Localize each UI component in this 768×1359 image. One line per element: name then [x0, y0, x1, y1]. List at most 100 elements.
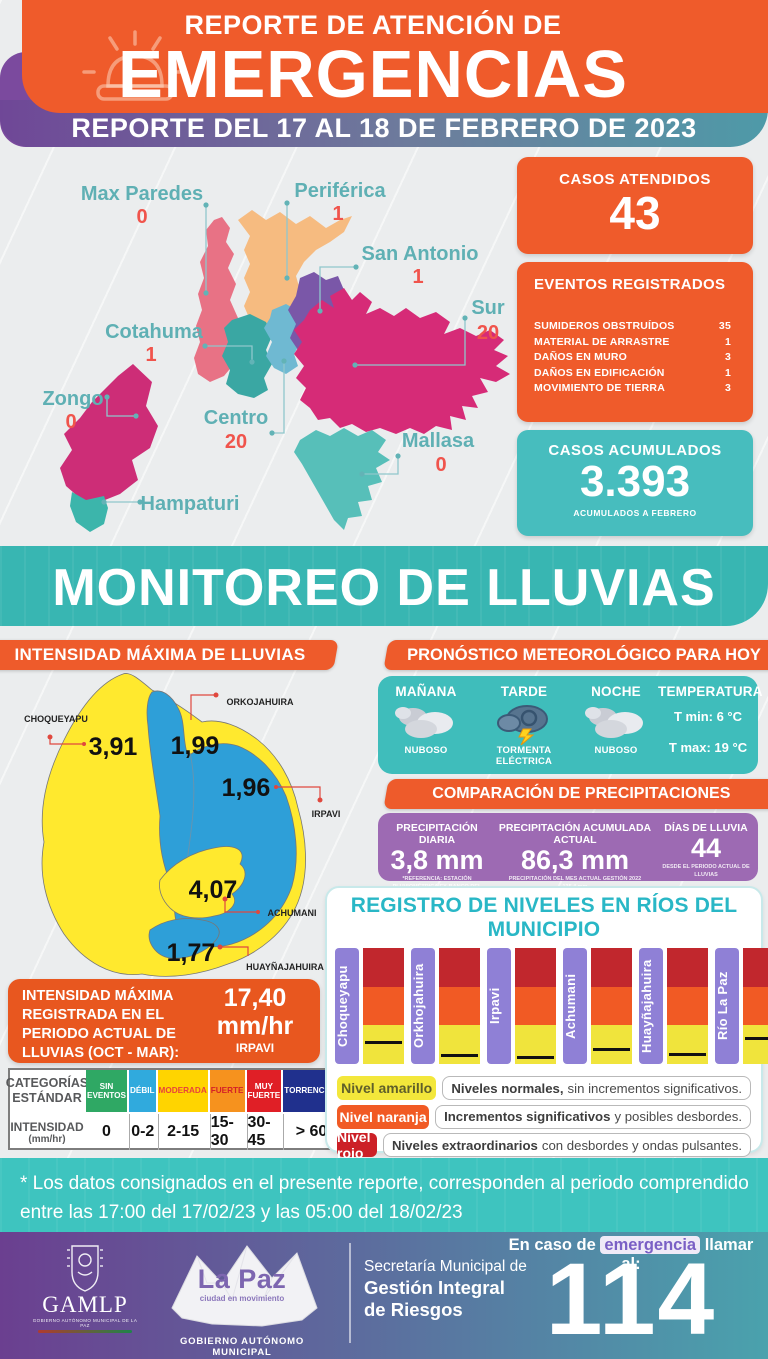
gamlp-wordmark: GAMLP: [42, 1292, 128, 1317]
legend-description: Niveles normales, sin incrementos signifi…: [442, 1076, 751, 1100]
basin-label: HUAYÑAJAHUIRA: [246, 962, 324, 972]
range-cell: 15-30: [209, 1114, 245, 1150]
secretary-line1: Secretaría Municipal de: [364, 1258, 527, 1275]
intensity-categories-table: CATEGORÍAS ESTÁNDAR SIN EVENTOS DÉBIL MO…: [6, 1068, 339, 1150]
precip-stat-label: DÍAS DE LLUVIA: [664, 822, 748, 834]
event-label: DAÑOS EN MURO: [534, 351, 628, 363]
rain-section-banner: MONITOREO DE LLUVIAS: [0, 546, 768, 626]
precip-stat-label: PRECIPITACIÓN DIARIA: [396, 822, 478, 846]
district-label: Mallasa: [402, 430, 475, 452]
river-group: Orkhojahuira: [411, 948, 480, 1065]
siren-icon: [82, 30, 188, 101]
yellow-level-badge: Nivel amarillo: [337, 1076, 437, 1100]
orange-level-segment: [591, 986, 632, 1026]
basin-value: 1,99: [171, 732, 220, 760]
precipitation-stats-box: PRECIPITACIÓN DIARIA 3,8 mm *REFERENCIA:…: [378, 813, 758, 897]
river-label: Orkhojahuira: [411, 948, 435, 1064]
emergency-call-line: En caso de emergencia llamar al:: [500, 1236, 762, 1274]
precip-stat-note: DESDE EL PERIODO ACTUAL DE LLUVIAS: [662, 864, 750, 878]
range-cell: 0-2: [128, 1114, 156, 1150]
legend-row: Nivel rojo Niveles extraordinarios con de…: [337, 1129, 751, 1161]
cases-attended-title: CASOS ATENDIDOS: [559, 171, 711, 188]
water-level-line: [365, 1041, 402, 1045]
range-cell: 0: [102, 1123, 111, 1140]
district-label: Cotahuma: [105, 321, 204, 343]
river-group: Choqueyapu: [335, 948, 404, 1065]
river-label: Choqueyapu: [335, 948, 359, 1064]
event-row: DAÑOS EN MURO 3: [534, 350, 731, 366]
cloudy-icon: [395, 707, 453, 738]
precip-stat-value: 86,3 mm: [520, 845, 630, 875]
cases-accumulated-title: CASOS ACUMULADOS: [548, 442, 722, 459]
event-value: 1: [724, 366, 731, 379]
weather-forecast-box: MAÑANA NUBOSO TARDE TORMENTA ELÉCTRICA N…: [378, 676, 763, 774]
orange-level-segment: [439, 986, 480, 1026]
river-bar: [743, 948, 768, 1065]
water-level-line: [517, 1055, 554, 1059]
max-intensity-value: 17,40: [223, 984, 287, 1012]
precip-rain-days: DÍAS DE LLUVIA 44 DESDE EL PERIODO ACTUA…: [654, 813, 758, 899]
forecast-condition: NUBOSO: [404, 745, 448, 756]
river-bar: [363, 948, 404, 1065]
page-title-line2: EMERGENCIAS: [118, 37, 628, 112]
lapaz-logo: La Paz ciudad en movimiento GOBIERNO AUT…: [152, 1238, 332, 1358]
water-level-line: [669, 1053, 706, 1057]
event-label: MOVIMIENTO DE TIERRA: [534, 382, 665, 394]
secretary-block: Secretaría Municipal de Gestión Integral…: [364, 1258, 527, 1321]
forecast-period-label: MAÑANA: [395, 684, 457, 699]
event-row: SUMIDEROS OBSTRUÍDOS 35: [534, 319, 731, 335]
district-shape-centro: [264, 304, 302, 374]
gamlp-shield-icon: [67, 1245, 103, 1292]
category-cell: DÉBIL: [128, 1070, 156, 1112]
emergency-post-text: llamar al:: [621, 1236, 754, 1273]
orange-level-segment: [515, 986, 556, 1026]
max-intensity-box: INTENSIDAD MÁXIMA REGISTRADA EN EL PERIO…: [8, 979, 320, 1063]
footnote-text: * Los datos consignados en el presente r…: [20, 1173, 749, 1223]
district-label: Centro: [204, 407, 268, 429]
river-group: Huayñajahuira: [639, 948, 708, 1065]
forecast-temperature: TEMPERATURA T min: 6 °C T max: 19 °C: [658, 676, 763, 774]
district-label: Zongo: [42, 388, 103, 410]
legend-row: Nivel naranja Incrementos significativos…: [337, 1104, 751, 1129]
footnote-band: * Los datos consignados en el presente r…: [0, 1158, 768, 1232]
district-value: 1: [332, 203, 343, 225]
district-label: Periférica: [294, 180, 386, 202]
legend-row: Nivel amarillo Niveles normales, sin incr…: [337, 1076, 751, 1100]
lapaz-caption: GOBIERNO AUTÓNOMO MUNICIPAL: [179, 1336, 305, 1358]
river-group: Río La Paz: [715, 948, 768, 1065]
events-registered-title: EVENTOS REGISTRADOS: [534, 276, 726, 293]
page-title-line1: REPORTE DE ATENCIÓN DE: [184, 10, 562, 40]
gamlp-logo: GAMLP GOBIERNO AUTÓNOMO MUNICIPAL DE LA …: [30, 1242, 140, 1333]
map-leader-lines: [101, 200, 468, 505]
forecast-period-label: NOCHE: [591, 684, 641, 699]
river-group: Achumani: [563, 948, 632, 1065]
orange-level-segment: [743, 986, 768, 1026]
table-row2-header-unit: (mm/hr): [28, 1133, 66, 1145]
emergency-phone-number: 114: [545, 1242, 717, 1356]
district-shape-periferica: [238, 210, 352, 328]
district-value: 1: [412, 266, 423, 288]
yellow-level-segment: [667, 1025, 708, 1065]
basin-value: 1,77: [167, 939, 216, 967]
intensity-banner-text: INTENSIDAD MÁXIMA DE LLUVIAS: [14, 645, 306, 664]
district-value: 1: [145, 344, 156, 366]
water-level-line: [441, 1054, 478, 1058]
red-level-badge: Nivel rojo: [337, 1129, 377, 1161]
secretary-line2: Gestión Integral: [364, 1276, 505, 1298]
max-intensity-unit: mm/hr: [216, 1011, 294, 1040]
legend-bold-text: Incrementos significativos: [444, 1109, 611, 1124]
forecast-condition: NUBOSO: [594, 745, 638, 756]
basin-value: 3,91: [89, 733, 138, 761]
legend-bold-text: Niveles normales,: [451, 1080, 564, 1096]
river-group: Irpavi: [487, 948, 556, 1065]
event-value: 3: [724, 382, 731, 394]
cases-accumulated-caption: ACUMULADOS A FEBRERO: [573, 508, 697, 519]
river-levels-box: REGISTRO DE NIVELES EN RÍOS DEL MUNICIPI…: [325, 886, 768, 1186]
gamlp-ribbon: [38, 1330, 132, 1333]
event-label: MATERIAL DE ARRASTRE: [534, 335, 670, 348]
yellow-level-segment: [591, 1025, 632, 1065]
event-value: 1: [724, 335, 731, 348]
legend-description: Niveles extraordinarios con desbordes y o…: [382, 1133, 751, 1157]
storm-icon: [497, 705, 548, 746]
cases-accumulated-value: 3.393: [579, 457, 691, 506]
